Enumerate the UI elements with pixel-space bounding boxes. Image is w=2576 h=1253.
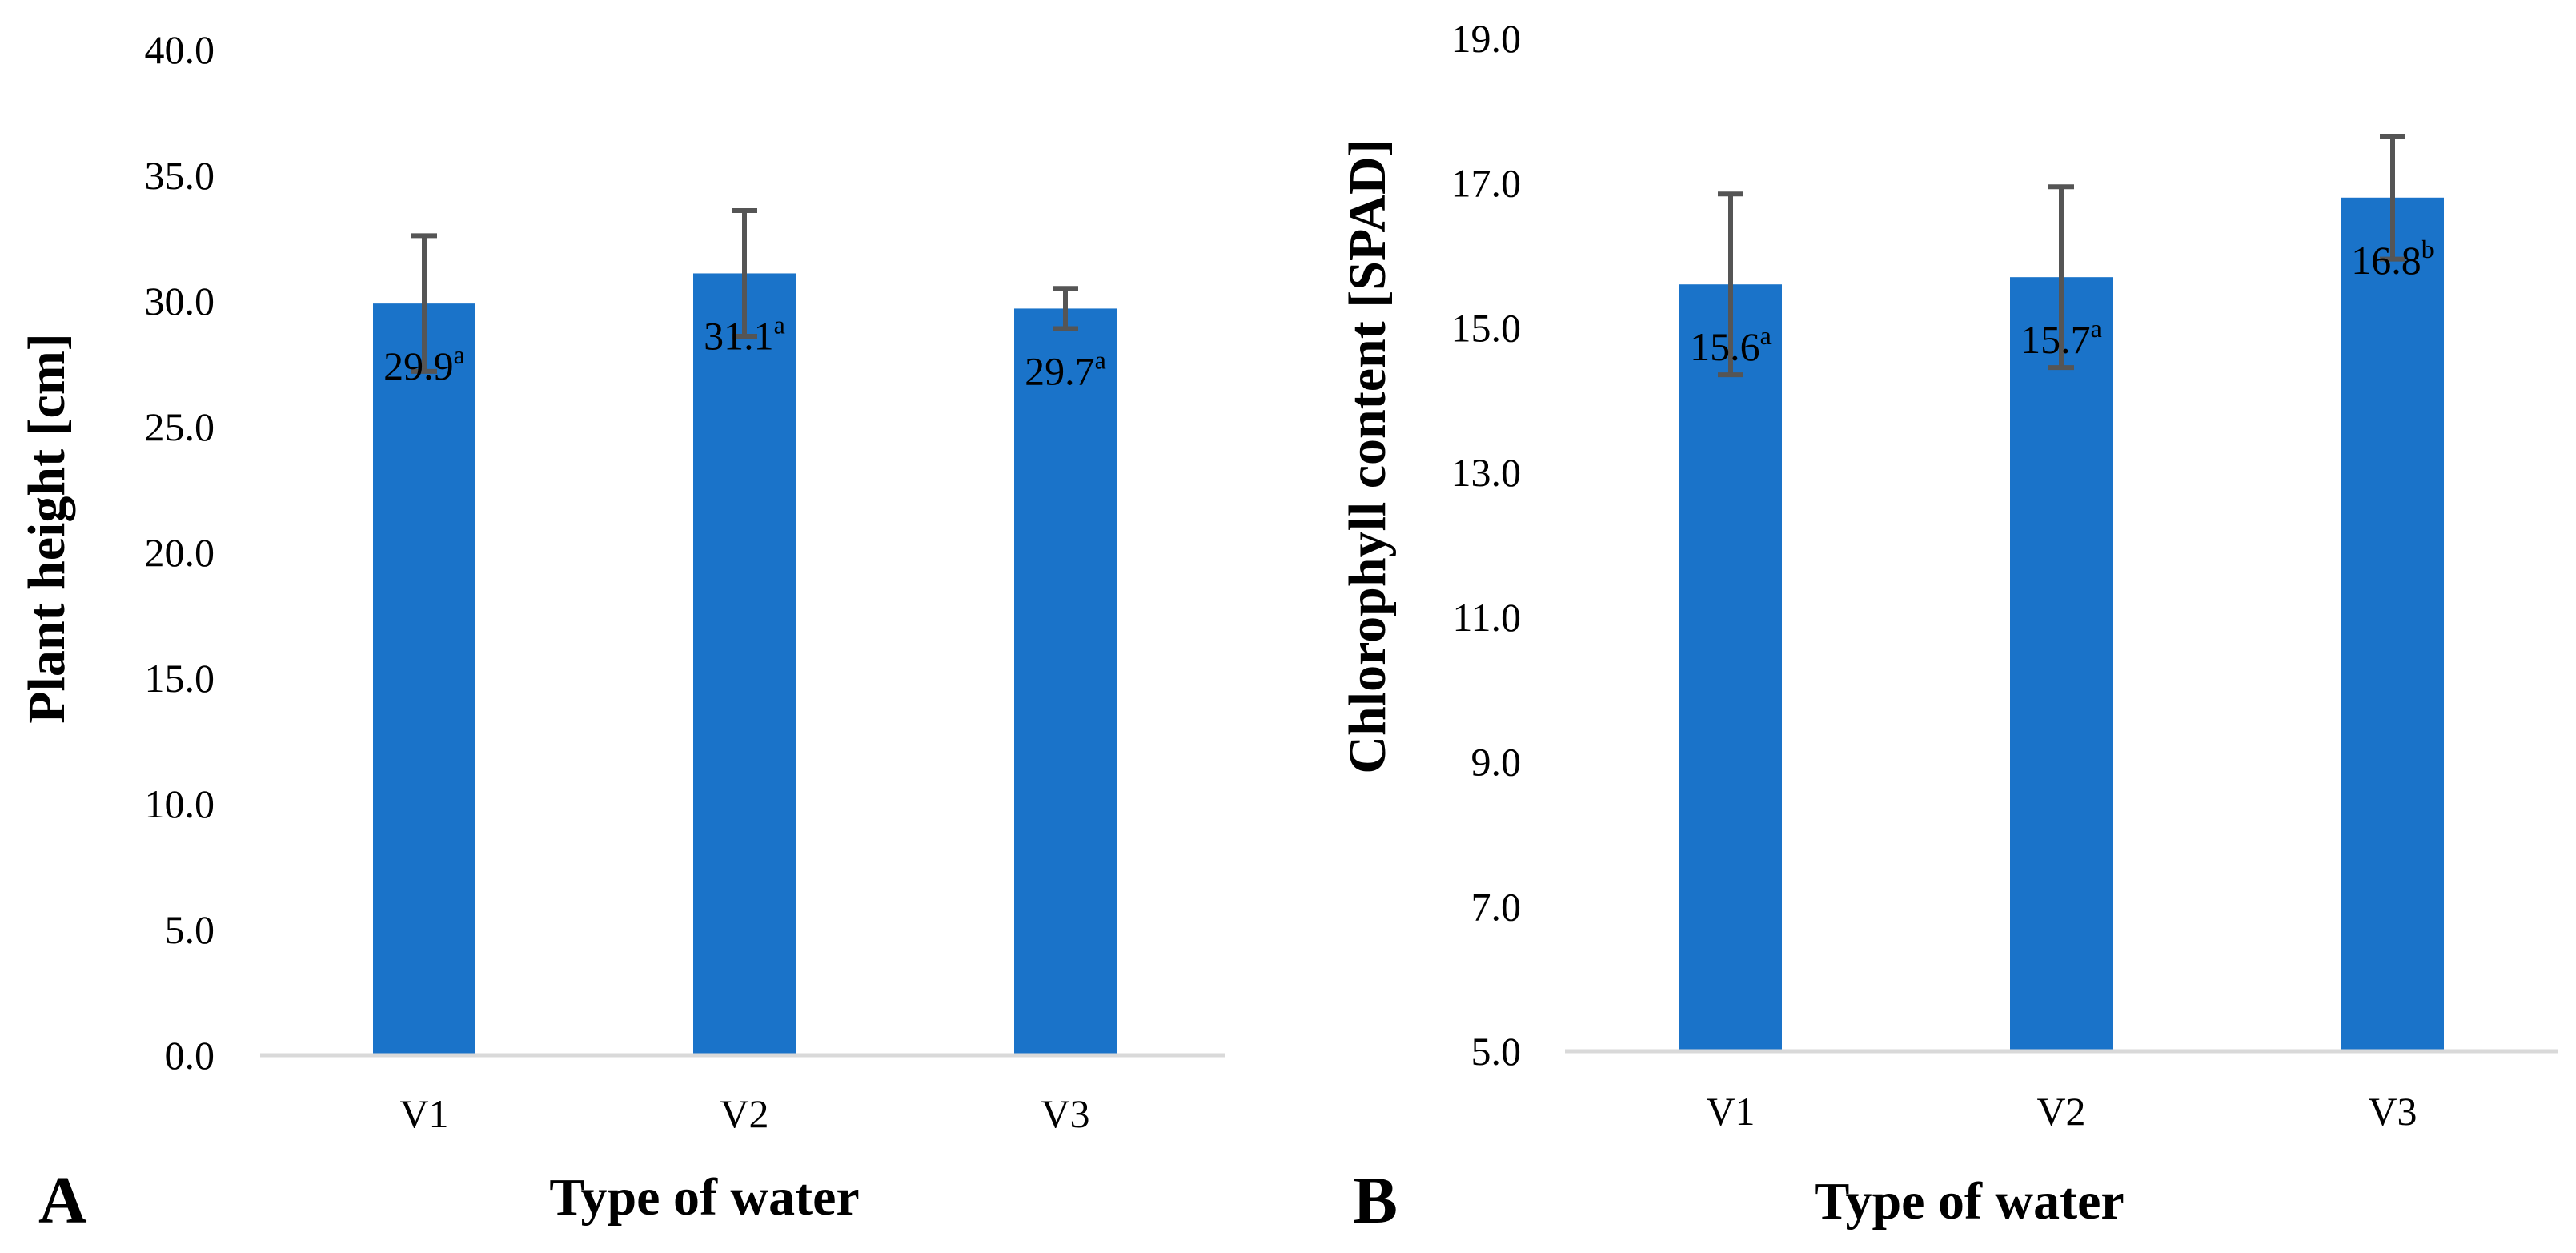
data-label-v3: 29.7a [1025, 345, 1106, 393]
panel-a-x-ticks: V1 V2 V3 [399, 1091, 1089, 1136]
x-tick-label-v2: V2 [720, 1091, 768, 1136]
panel-b-y-tick-label: 13.0 [1451, 450, 1522, 495]
significance-letter: b [2422, 235, 2434, 263]
data-label-value: 29.7 [1025, 348, 1095, 393]
error-bar-v2 [732, 207, 757, 339]
panel-b-label: B [1353, 1163, 1398, 1238]
panel-a-y-tick-label: 40.0 [145, 27, 215, 72]
panel-a-y-tick-label: 5.0 [165, 907, 215, 952]
data-label-value: 16.8 [2351, 238, 2422, 283]
data-label-value: 29.9 [383, 343, 454, 388]
panel-b-y-tick-label: 17.0 [1451, 161, 1522, 206]
panel-b-y-tick-label: 19.0 [1451, 16, 1522, 61]
bar-v3 [2341, 197, 2444, 1051]
panel-b-bars [1679, 197, 2444, 1051]
significance-letter: a [1760, 321, 1772, 350]
panel-a-y-tick-label: 35.0 [145, 153, 215, 198]
panel-b-y-tick-label: 7.0 [1471, 884, 1522, 929]
panel-a-y-tick-label: 0.0 [165, 1033, 215, 1078]
panel-b-x-axis-title: Type of water [1814, 1172, 2124, 1231]
panel-a-y-tick-label: 10.0 [145, 781, 215, 826]
data-label-v2: 15.7a [2020, 314, 2102, 362]
panel-a-y-tick-label: 20.0 [145, 530, 215, 575]
bar-v2 [2010, 277, 2113, 1051]
panel-b-y-tick-label: 5.0 [1471, 1029, 1522, 1074]
data-label-value: 15.7 [2020, 317, 2091, 362]
data-label-v1: 29.9a [383, 340, 465, 388]
panel-a-y-tick-label: 25.0 [145, 404, 215, 449]
panel-b-y-axis-title: Chlorophyll content [SPAD] [1338, 139, 1397, 773]
x-tick-label-v3: V3 [2368, 1089, 2417, 1134]
significance-letter: a [454, 340, 465, 369]
x-tick-label-v3: V3 [1041, 1091, 1089, 1136]
x-tick-label-v1: V1 [1706, 1089, 1755, 1134]
significance-letter: a [1095, 345, 1106, 374]
panel-a-y-ticks: 0.0 5.0 10.0 15.0 20.0 25.0 30.0 35.0 40.0 [145, 27, 215, 1078]
bar-v1 [1679, 284, 1782, 1051]
panel-b-y-tick-label: 11.0 [1452, 595, 1521, 640]
panel-b-y-tick-label: 15.0 [1451, 305, 1522, 350]
panel-a-y-tick-label: 30.0 [145, 279, 215, 323]
panel-a-x-axis-title: Type of water [549, 1168, 859, 1227]
data-label-v2: 31.1a [704, 310, 785, 358]
error-bar-v1 [1718, 191, 1743, 378]
panel-a-label: A [38, 1163, 87, 1238]
significance-letter: a [2091, 314, 2102, 343]
panel-b-error-bars [1718, 133, 2405, 378]
data-label-v1: 15.6a [1690, 321, 1772, 369]
error-bar-v3 [2380, 133, 2405, 262]
bar-v3 [1014, 308, 1117, 1055]
panel-b-y-tick-label: 9.0 [1471, 740, 1522, 785]
panel-a-bars [373, 273, 1117, 1056]
error-bar-v3 [1053, 286, 1078, 331]
x-tick-label-v1: V1 [399, 1091, 448, 1136]
panel-b-x-ticks: V1 V2 V3 [1706, 1089, 2417, 1134]
bar-v2 [693, 273, 796, 1056]
panel-a-y-tick-label: 15.0 [145, 656, 215, 701]
panel-a-error-bars [411, 207, 1078, 374]
bar-v1 [373, 303, 475, 1055]
data-label-value: 15.6 [1690, 324, 1760, 369]
data-label-v3: 16.8b [2351, 235, 2434, 283]
error-bar-v2 [2048, 184, 2074, 371]
x-tick-label-v2: V2 [2036, 1089, 2085, 1134]
panel-a-y-axis-title: Plant height [cm] [18, 333, 76, 724]
panel-b-y-ticks: 5.0 7.0 9.0 11.0 13.0 15.0 17.0 19.0 [1451, 16, 1522, 1074]
error-bar-v1 [411, 233, 437, 374]
significance-letter: a [774, 310, 785, 339]
data-label-value: 31.1 [704, 313, 774, 358]
